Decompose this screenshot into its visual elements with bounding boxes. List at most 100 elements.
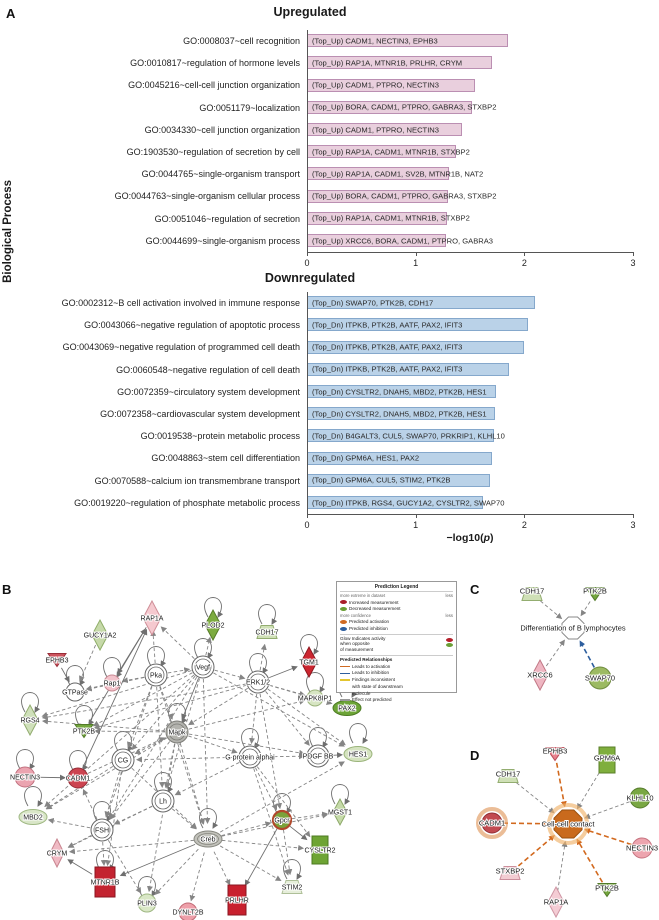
legend-line-swatch	[340, 699, 350, 701]
bar-gene-list: (Top_Up) CADM1, PTPRO, NECTIN3	[312, 80, 440, 90]
chart-row: GO:0072359~circulatory system developmen…	[0, 381, 659, 403]
go-term-label: GO:0051046~regulation of secretion	[154, 213, 300, 224]
axis-tick	[524, 252, 526, 256]
network-edges	[540, 600, 596, 668]
network-node-cg: CG	[111, 748, 135, 772]
node-label: Gpcr	[274, 817, 290, 824]
axis-tick-label: 3	[630, 520, 636, 530]
axis-tick-label: 3	[630, 258, 636, 268]
network-node-mtnr1b: MTNR1B	[90, 866, 121, 898]
network-node-creb: Creb	[193, 830, 223, 848]
bar: (Top_Up) CADM1, PTPRO, NECTIN3	[307, 123, 463, 137]
x-axis-line	[307, 252, 634, 253]
chart-row: GO:0060548~negative regulation of cell d…	[0, 359, 659, 381]
bar-gene-list: (Top_Dn) ITPKB, RGS4, GUCY1A2, CYSLTR2, …	[312, 498, 505, 508]
bar-gene-list: (Top_Dn) ITPKB, PTK2B, AATF, PAX2, IFIT3	[312, 342, 463, 352]
bar-gene-list: (Top_Up) RAP1A, CADM1, MTNR1B, STXBP2	[312, 147, 470, 157]
network-node-rgs4: RGS4	[19, 703, 41, 737]
network-edges	[502, 762, 632, 892]
node-label: MBD2	[23, 814, 43, 821]
network-node-gpcr: Gpcr	[271, 809, 293, 831]
node-label: EPHB3	[46, 657, 69, 664]
network-node-ctr: Cell-cell contact	[541, 803, 596, 845]
legend-inhibition: Predicted inhibition	[340, 626, 453, 632]
bar-gene-list: (Top_Up) XRCC6, BORA, CADM1, PTPRO, GABR…	[312, 236, 494, 246]
network-node-ctr: Differentiation of B lymphocytes	[519, 616, 627, 640]
network-node-ptk2b: PTK2B	[582, 585, 608, 602]
network-node-erk12: ERK1/2	[245, 670, 271, 694]
node-label: GTPase	[62, 689, 88, 696]
bar: (Top_Dn) ITPKB, RGS4, GUCY1A2, CYSLTR2, …	[307, 496, 504, 510]
go-term-label: GO:0044765~single-organism transport	[141, 169, 300, 180]
bar-gene-list: (Top_Dn) B4GALT3, CUL5, SWAP70, PRKRIP1,…	[312, 431, 505, 441]
node-label: TGM1	[299, 659, 319, 666]
node-label: CADM1	[66, 775, 91, 782]
network-node-cysltr2: CYSLTR2	[304, 835, 337, 865]
network-nodes: Differentiation of B lymphocytes CDH17 PTK…	[519, 585, 627, 692]
node-label: Rap1	[104, 680, 121, 687]
bar: (Top_Up) BORA, CADM1, PTPRO, GABRA3, STX…	[307, 100, 496, 114]
bar-gene-list: (Top_Up) BORA, CADM1, PTPRO, GABRA3, STX…	[312, 191, 497, 201]
node-label: Creb	[200, 836, 215, 843]
network-node-hes1: HES1	[343, 746, 373, 762]
bar-gene-list: (Top_Up) CADM1, NECTIN3, EPHB3	[312, 36, 438, 46]
legend-swatch	[340, 600, 347, 605]
legend-line-swatch	[340, 672, 350, 674]
node-label: Cell-cell contact	[542, 819, 596, 828]
go-term-label: GO:0043069~negative regulation of progra…	[62, 342, 300, 353]
network-node-prlhr: PRLHR	[224, 884, 250, 916]
bar-gene-list: (Top_Dn) ITPKB, PTK2B, AATF, PAX2, IFIT3	[312, 320, 463, 330]
network-node-stim2: STIM2	[281, 880, 303, 894]
axis-tick-label: 0	[304, 520, 310, 530]
go-term-label: GO:0034330~cell junction organization	[144, 124, 300, 135]
go-term-label: GO:0044699~single-organism process	[145, 235, 300, 246]
bar-gene-list: (Top_Dn) GPM6A, CUL5, STIM2, PTK2B	[312, 475, 451, 485]
go-term-label: GO:0002312~B cell activation involved in…	[61, 298, 300, 308]
axis-tick	[633, 514, 634, 518]
axis-tick	[415, 514, 417, 518]
network-node-klhl10: KLHL10	[625, 787, 655, 809]
chart-row: GO:0045216~cell-cell junction organizati…	[0, 74, 659, 96]
prediction-legend: Prediction Legend more extreme in dataset…	[336, 581, 457, 702]
bar-gene-list: (Top_Up) RAP1A, CADM1, MTNR1B, STXBP2	[312, 213, 470, 223]
y-axis-line	[307, 292, 308, 514]
network-node-mapk8ip1: MAPK8IP1	[297, 689, 333, 707]
chart-row: GO:0072358~cardiovascular system develop…	[0, 403, 659, 425]
legend-title: Prediction Legend	[340, 584, 453, 593]
node-label: STXBP2	[496, 866, 525, 875]
node-label: Vegf	[196, 664, 210, 671]
bar-gene-list: (Top_Dn) GPM6A, HES1, PAX2	[312, 453, 420, 463]
go-term-label: GO:0072359~circulatory system developmen…	[117, 386, 300, 397]
go-term-label: GO:0019538~protein metabolic process	[140, 431, 300, 442]
node-label: SWAP70	[585, 673, 615, 682]
node-label: RAP1A	[141, 615, 164, 622]
node-label: FSH	[95, 827, 109, 834]
node-label: CDH17	[496, 769, 521, 778]
bar-gene-list: (Top_Dn) CYSLTR2, DNAH5, MBD2, PTK2B, HE…	[312, 409, 487, 419]
legend-relationship-row: Effect not predicted	[340, 697, 453, 703]
node-label: CYSLTR2	[305, 847, 336, 854]
network-node-swap70: SWAP70	[584, 666, 616, 690]
bar-gene-list: (Top_Up) RAP1A, CADM1, SV2B, MTNR1B, NAT…	[312, 169, 484, 179]
network-node-gpm6a: GPM6A	[593, 746, 621, 774]
bar: (Top_Dn) B4GALT3, CUL5, SWAP70, PRKRIP1,…	[307, 429, 505, 443]
network-node-gucy1a2: GUCY1A2	[83, 618, 117, 652]
bar: (Top_Up) RAP1A, CADM1, MTNR1B, STXBP2	[307, 145, 470, 159]
legend-line-swatch	[340, 665, 350, 668]
node-label: PRLHR	[225, 897, 249, 904]
node-label: PLOD2	[202, 622, 225, 629]
node-label: CDH17	[520, 586, 545, 595]
legend-relationship-row: Findings inconsistent	[340, 677, 453, 683]
network-node-ephb3: EPHB3	[45, 653, 70, 668]
chart-row: GO:0010817~regulation of hormone levels (…	[0, 52, 659, 74]
node-label: DYNLT2B	[173, 909, 204, 916]
go-term-label: GO:0045216~cell-cell junction organizati…	[128, 80, 300, 91]
panel-a-letter: A	[6, 6, 16, 21]
node-label: CADM1	[479, 818, 505, 827]
chart-row: GO:0043069~negative regulation of progra…	[0, 336, 659, 358]
node-label: GPM6A	[594, 753, 620, 762]
node-label: RAP1A	[544, 897, 569, 906]
bar: (Top_Dn) GPM6A, HES1, PAX2	[307, 451, 492, 465]
chart-row: GO:0051179~localization (Top_Up) BORA, CA…	[0, 97, 659, 119]
legend-relationship-row: with state of downstream	[352, 683, 403, 689]
